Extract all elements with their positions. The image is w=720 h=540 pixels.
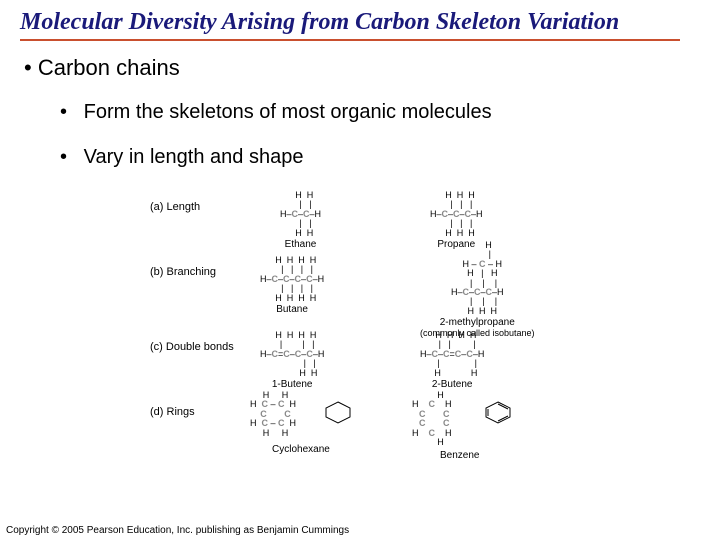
molecule-butane: H H H H | | | | H–C–C–C–C–H | | | | H H … [260, 256, 324, 316]
row-label-double: (c) Double bonds [150, 341, 234, 353]
molecule-benzene: H H C H C C C C H C H H [412, 391, 452, 448]
bullet-sub-1: Form the skeletons of most organic molec… [0, 101, 720, 124]
hexagon-cyclohexane [325, 401, 351, 424]
slide-title: Molecular Diversity Arising from Carbon … [0, 0, 720, 39]
label-benzene: Benzene [440, 449, 479, 462]
copyright: Copyright © 2005 Pearson Education, Inc.… [6, 525, 349, 536]
bullet-sub-2: Vary in length and shape [0, 146, 720, 169]
hexagon-benzene [485, 401, 511, 424]
molecule-2butene: H H H H | | | H–C–C=C–C–H | | H H 2-Bute… [420, 331, 484, 391]
row-label-rings: (d) Rings [150, 406, 195, 418]
bullet-main: Carbon chains [0, 55, 720, 81]
molecule-isobutane: H | H – C – H H | H | | | H–C–C–C–H | | … [420, 241, 535, 338]
molecule-cyclohexane: H H H C – C H C C H C – C H H H [250, 391, 296, 438]
title-underline [20, 39, 680, 41]
molecule-1butene: H H H H | | | H–C=C–C–C–H | | H H 1-Bute… [260, 331, 324, 391]
molecule-ethane: H H | | H–C–C–H | | H H Ethane [280, 191, 321, 251]
row-label-length: (a) Length [150, 201, 200, 213]
row-label-branching: (b) Branching [150, 266, 216, 278]
label-cyclohexane: Cyclohexane [272, 443, 330, 456]
